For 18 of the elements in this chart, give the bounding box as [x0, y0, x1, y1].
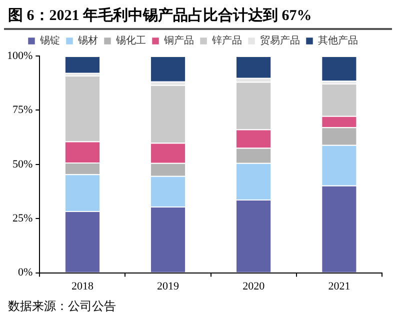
legend-label: 其他产品 [318, 34, 358, 47]
y-tick-label: 100% [6, 50, 33, 62]
legend-label: 贸易产品 [260, 34, 300, 47]
legend-label: 锡化工 [115, 34, 146, 47]
legend-label: 铜产品 [163, 34, 194, 47]
source-note: 数据来源：公司公告 [7, 298, 117, 315]
legend-label: 锡锭 [39, 34, 60, 47]
x-tick-label: 2018 [71, 280, 94, 292]
y-tick-label: 50% [12, 158, 33, 170]
chart-title: 图 6：2021 年毛利中锡产品占比合计达到 67% [4, 0, 392, 30]
x-tick-label: 2019 [157, 280, 180, 292]
legend-label: 锌产品 [211, 34, 242, 47]
y-tick-label: 0% [18, 266, 33, 279]
legend-label: 锡材 [77, 34, 98, 47]
x-tick-label: 2021 [328, 280, 350, 292]
x-tick-label: 2020 [242, 280, 266, 292]
y-tick-label: 25% [12, 212, 33, 224]
y-tick-label: 75% [12, 104, 33, 116]
